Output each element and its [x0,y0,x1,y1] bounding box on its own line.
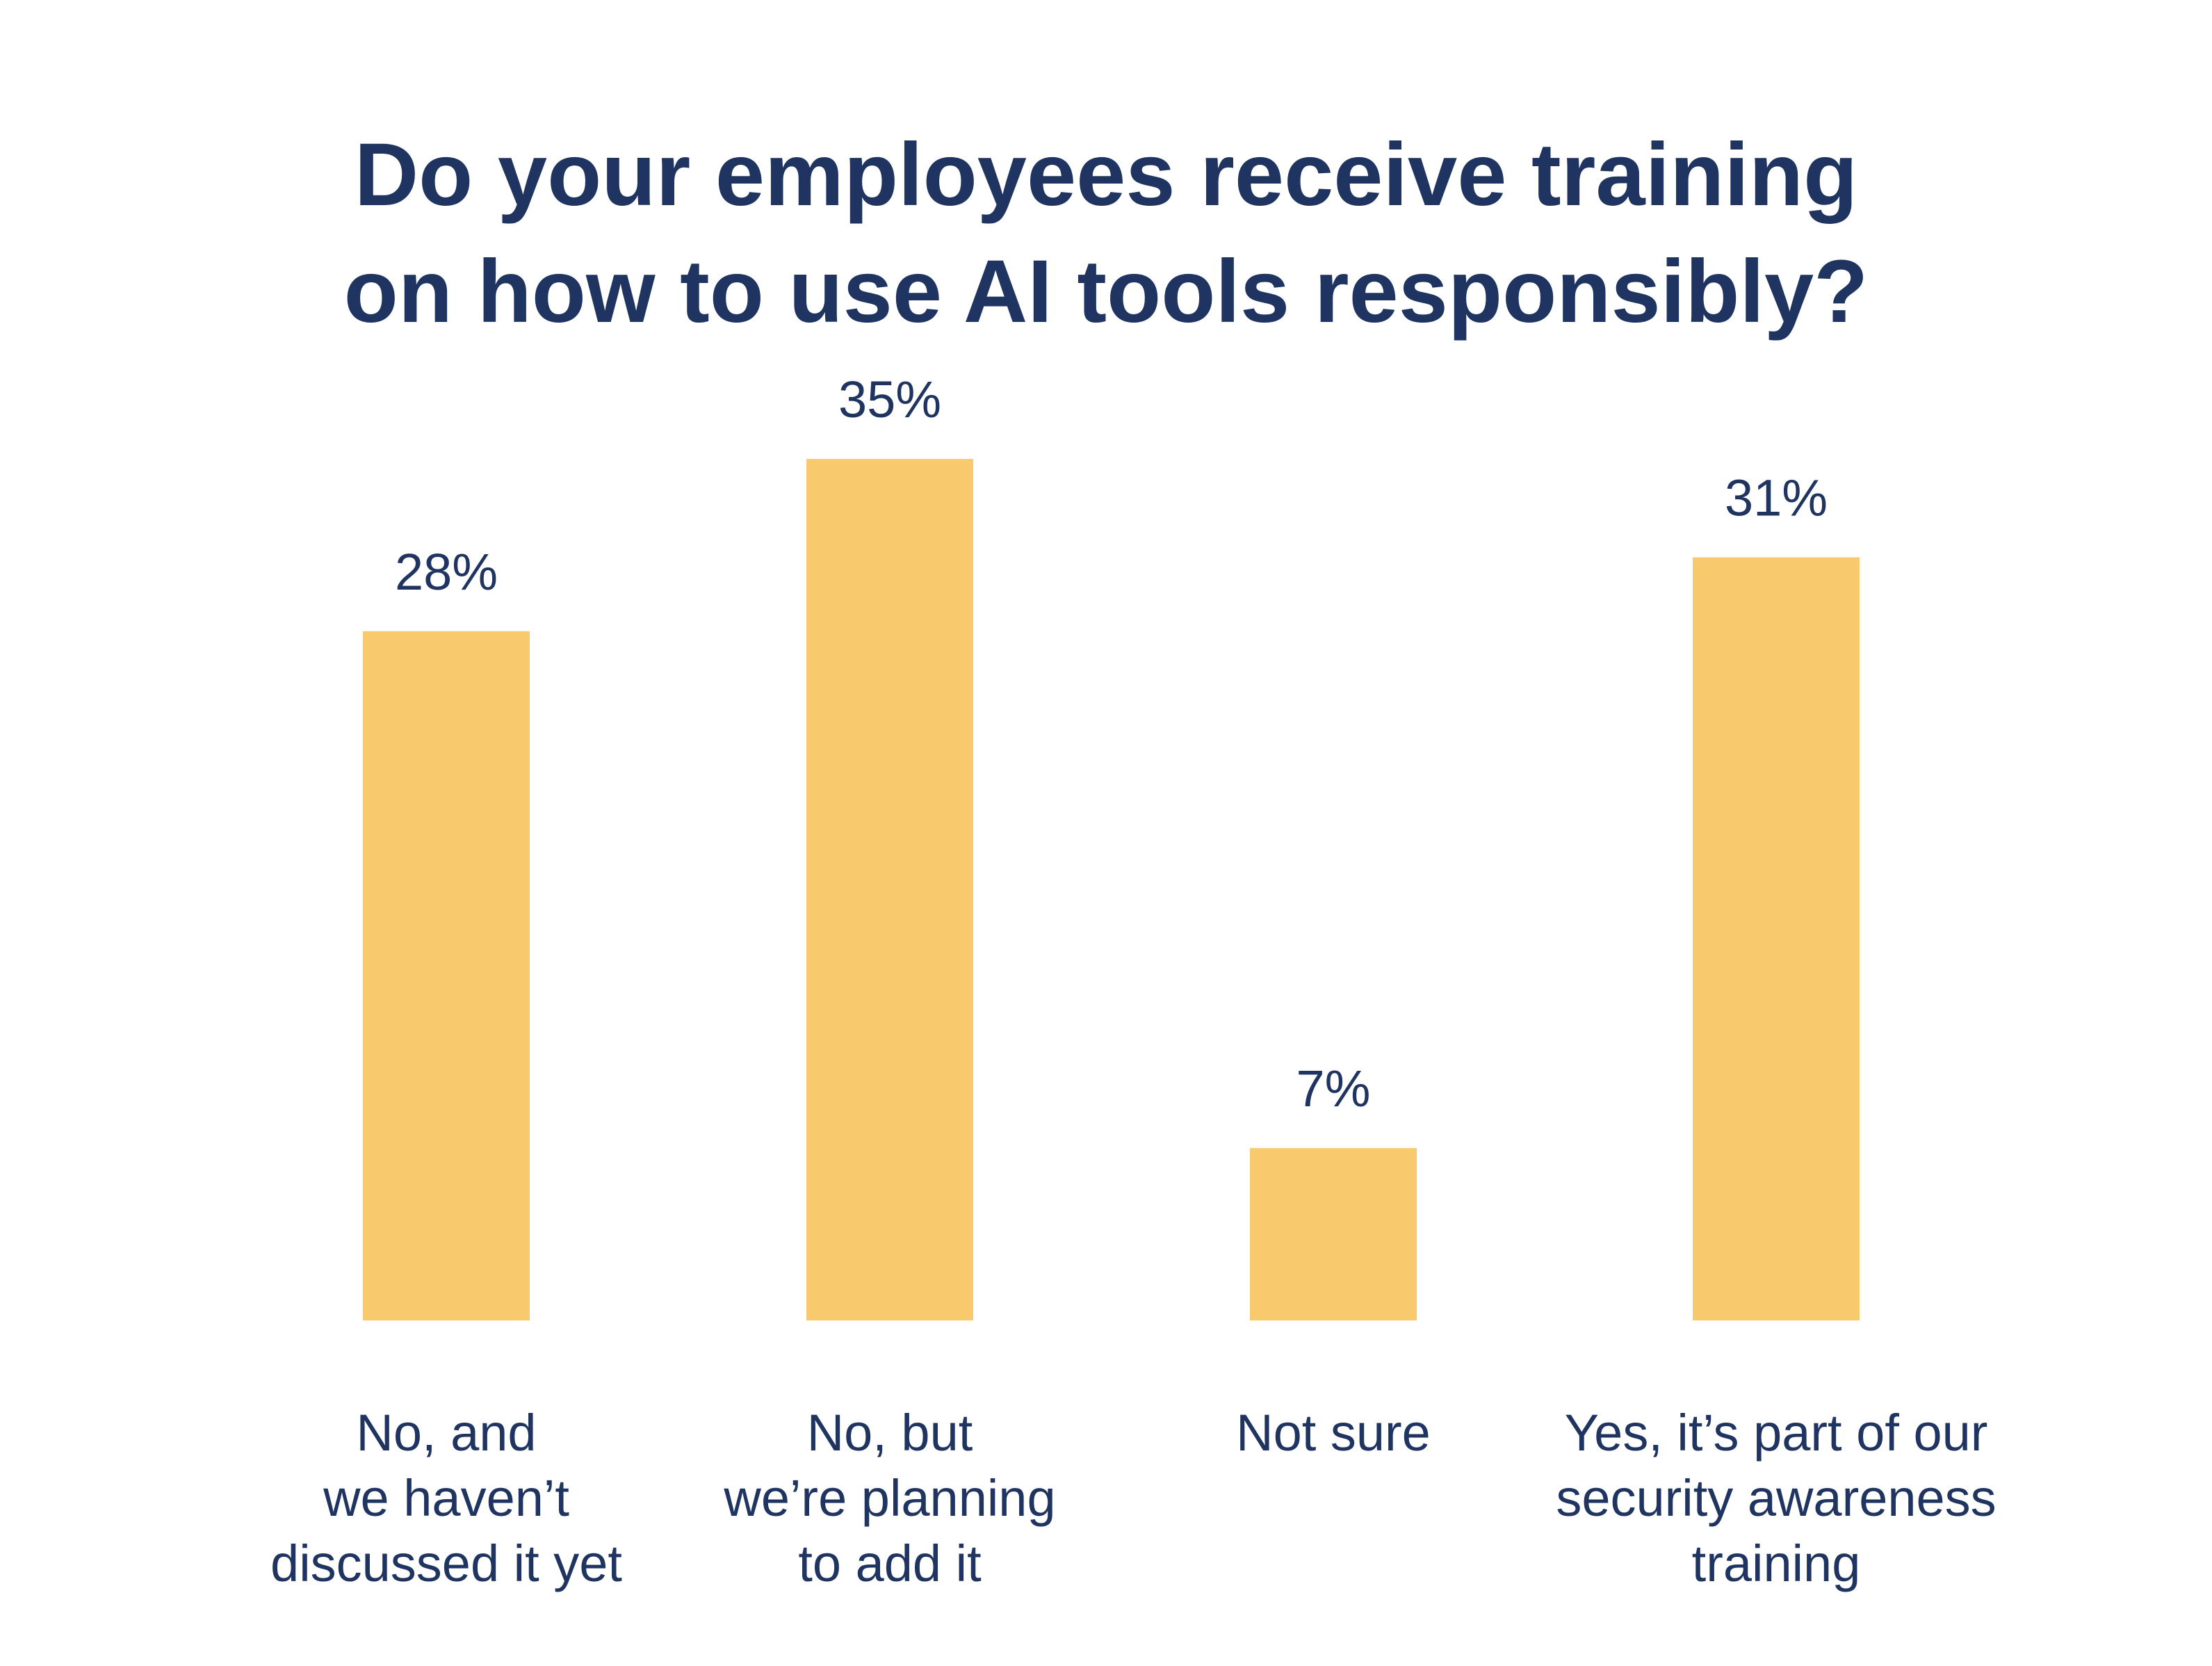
bar-4 [1693,557,1860,1320]
value-label-3: 7% [1296,1060,1371,1117]
chart-title-line-1: Do your employees receive training [354,125,1858,225]
value-label-4: 31% [1725,469,1828,527]
category-label-1-line-1: No, and [356,1404,536,1462]
chart-title-line-2: on how to use AI tools responsibly? [343,242,1869,341]
category-label-2-line-1: No, but [807,1404,973,1462]
category-label-4-line-1: Yes, it’s part of our [1565,1404,1988,1462]
category-label-2-line-2: we’re planning [723,1469,1055,1527]
category-label-2-line-3: to add it [798,1535,982,1592]
category-label-3-line-1: Not sure [1236,1404,1431,1462]
value-label-1: 28% [395,543,498,601]
category-label-1-line-2: we haven’t [323,1469,569,1527]
bar-1 [363,631,530,1320]
category-label-1-line-3: discussed it yet [270,1535,622,1592]
bar-2 [806,459,973,1320]
category-label-4-line-2: security awareness [1556,1469,1996,1527]
bar-3 [1250,1148,1417,1320]
category-label-4-line-3: training [1692,1535,1861,1592]
value-label-2: 35% [838,371,941,428]
